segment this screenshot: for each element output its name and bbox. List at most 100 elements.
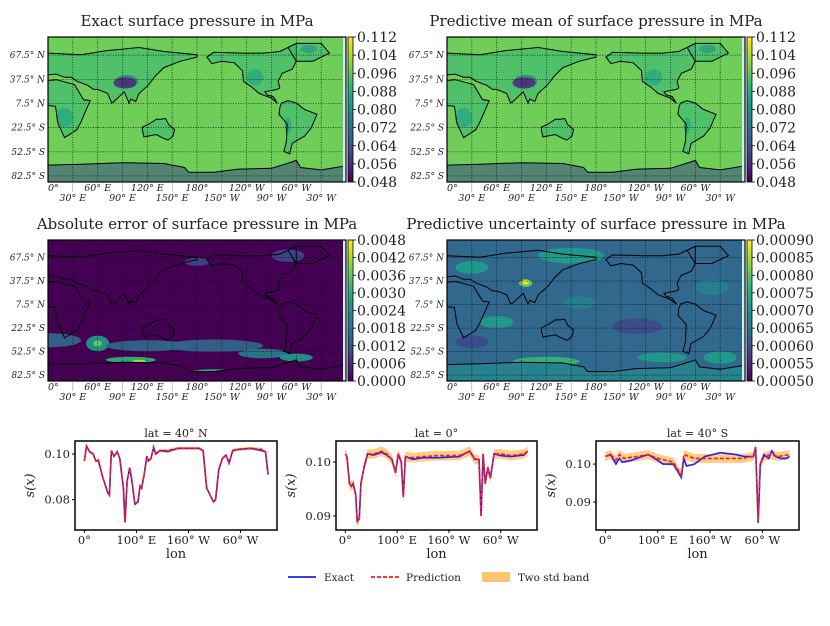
lon-tick-label: 150° W — [204, 193, 241, 204]
colorbar — [347, 239, 354, 382]
lat-tick-label: 52.5° S — [11, 348, 45, 358]
colorbar-tick-label: 0.0036 — [357, 268, 406, 284]
coastline-africa — [447, 79, 490, 139]
lon-tick-label: 30° E — [59, 392, 86, 403]
lon-tick-label: 120° E — [530, 382, 563, 393]
x-axis-label: lon — [166, 547, 187, 562]
colorbar-tick-label: 0.00080 — [756, 268, 814, 284]
lat-tick-label: 67.5° N — [409, 51, 445, 61]
lon-tick-label: 180° — [186, 382, 209, 393]
lon-tick-label: 60° W — [282, 382, 313, 393]
two-std-band — [605, 442, 790, 526]
coastline-namerica — [206, 42, 297, 104]
lat-tick-label: 37.5° N — [10, 75, 46, 85]
x-tick-label: 100° E — [117, 533, 157, 547]
colorbar-tick-label: 0.00060 — [756, 339, 814, 355]
coastline-africa — [447, 280, 490, 339]
lon-tick-label: 150° E — [156, 392, 189, 403]
x-tick-label: 60° W — [744, 533, 780, 547]
lat-tick-label: 67.5° N — [409, 254, 445, 264]
lon-tick-label: 30° W — [306, 193, 337, 204]
y-axis-label: s(x) — [544, 473, 559, 497]
plot-area — [605, 442, 790, 526]
legend-band-swatch — [482, 572, 510, 582]
coastline-greenland — [287, 245, 331, 264]
field-contour — [522, 279, 529, 285]
map-title: Absolute error of surface pressure in MP… — [36, 215, 357, 233]
colorbar-tick-label: 0.080 — [756, 103, 796, 119]
lon-tick-label: 120° W — [229, 183, 266, 194]
field-contour — [163, 339, 264, 353]
map-panel: Predictive mean of surface pressure in M… — [409, 12, 796, 204]
colorbar-tick-label: 0.00085 — [756, 251, 814, 267]
map-edge-strip — [742, 37, 745, 182]
colorbar-tick-label: 0.072 — [756, 121, 796, 137]
lon-tick-label: 120° E — [131, 183, 164, 194]
lon-tick-label: 60° E — [84, 183, 111, 194]
lon-tick-label: 30° E — [59, 193, 86, 204]
coastline-africa — [48, 280, 91, 339]
lat-tick-label: 67.5° N — [10, 254, 46, 264]
field-contour — [637, 352, 688, 363]
lon-tick-label: 120° W — [628, 382, 665, 393]
colorbar-tick-label: 0.104 — [756, 48, 796, 64]
y-tick-label: 0.10 — [44, 447, 70, 461]
field-contour — [48, 333, 82, 348]
map-edge-strip — [343, 37, 346, 182]
colorbar-tick-label: 0.088 — [756, 84, 796, 100]
x-tick-label: 60° W — [223, 533, 259, 547]
lon-tick-label: 180° — [186, 183, 209, 194]
x-tick-label: 100° E — [638, 533, 678, 547]
y-tick-label: 0.08 — [44, 493, 70, 507]
colorbar-tick-label: 0.00050 — [756, 374, 814, 390]
coastline-greenland — [287, 42, 331, 62]
colorbar-tick-label: 0.0024 — [357, 304, 406, 320]
x-axis-label: lon — [426, 547, 447, 562]
lon-tick-label: 60° W — [681, 183, 712, 194]
chart-title: lat = 40° N — [144, 427, 208, 440]
colorbar-tick-label: 0.0018 — [357, 321, 406, 337]
coastline-namerica — [605, 245, 696, 305]
x-tick-label: 0° — [78, 533, 91, 547]
lat-tick-label: 67.5° N — [10, 51, 46, 61]
colorbar — [347, 36, 354, 183]
y-tick-label: 0.10 — [305, 455, 331, 469]
chart-frame — [335, 440, 538, 531]
map-edge-strip — [343, 240, 346, 381]
map-title: Predictive uncertainty of surface pressu… — [406, 215, 785, 233]
map-edge-strip — [742, 240, 745, 381]
map-frame — [47, 36, 347, 183]
colorbar-tick-label: 0.048 — [756, 175, 796, 191]
y-axis-label: s(x) — [284, 473, 299, 497]
colorbar-tick-label: 0.088 — [357, 84, 397, 100]
map-title: Predictive mean of surface pressure in M… — [429, 12, 762, 30]
prediction-line — [83, 443, 269, 523]
chart-title: lat = 0° — [415, 427, 458, 440]
legend-exact-label: Exact — [324, 572, 355, 584]
lon-tick-label: 150° W — [603, 193, 640, 204]
field-contour — [612, 318, 663, 334]
lon-tick-label: 150° E — [555, 392, 588, 403]
lon-tick-label: 90° E — [109, 193, 136, 204]
y-axis-label: s(x) — [23, 473, 38, 497]
coastline-antarctica — [48, 159, 346, 182]
lat-tick-label: 82.5° S — [410, 371, 444, 381]
map-frame — [47, 239, 347, 382]
lat-tick-label: 52.5° S — [410, 148, 444, 158]
tibet-low-pressure — [512, 77, 536, 89]
lon-tick-label: 120° E — [530, 183, 563, 194]
line-chart: lat = 40° N 0° 100° E 160° W 60° W 0.10 0.08 lo… — [23, 427, 278, 562]
map-area — [48, 240, 346, 381]
x-tick-label: 100° E — [377, 533, 417, 547]
y-tick-label: 0.09 — [565, 495, 591, 509]
lon-tick-label: 120° E — [131, 382, 164, 393]
colorbar-tick-label: 0.00055 — [756, 356, 814, 372]
chart-frame — [595, 440, 800, 531]
map-frame — [446, 239, 746, 382]
lon-tick-label: 60° E — [483, 382, 510, 393]
colorbar-tick-label: 0.112 — [756, 30, 796, 46]
lat-tick-label: 22.5° S — [10, 324, 45, 334]
lon-tick-label: 90° E — [508, 193, 535, 204]
